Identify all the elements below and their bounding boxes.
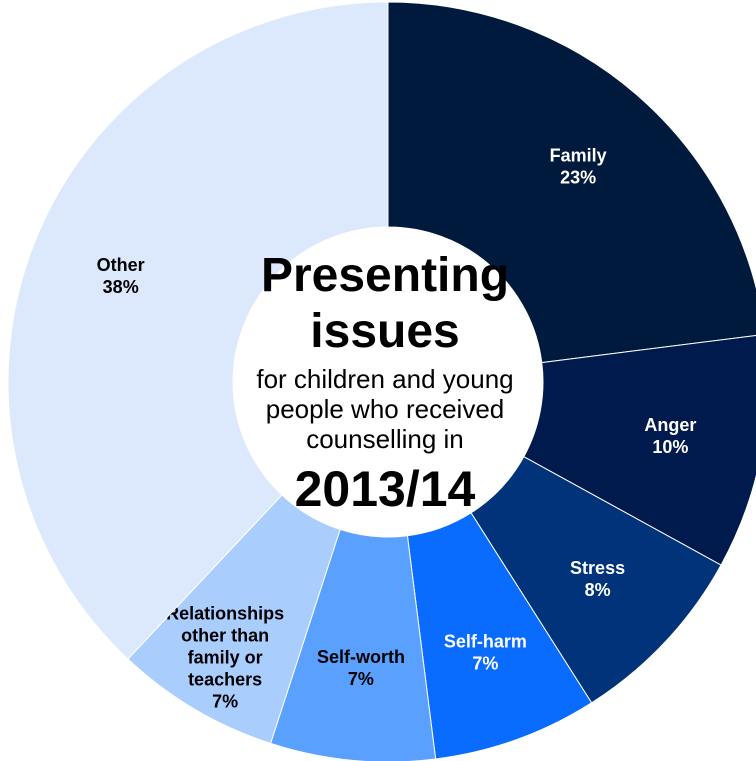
slice-label-relationships: Relationships other than family or teachers…	[166, 603, 284, 711]
center-title-block: Presenting issues for children and young…	[230, 248, 540, 538]
slice-label-anger: Anger 10%	[644, 415, 696, 457]
slice-label-self-harm: Self-harm 7%	[444, 632, 527, 674]
slice-label-stress: Stress 8%	[570, 558, 625, 600]
slice-label-other: Other 38%	[97, 255, 145, 297]
slice-label-family: Family 23%	[550, 145, 607, 187]
chart-title-line-1: Presenting	[260, 249, 510, 302]
chart-year: 2013/14	[294, 461, 476, 517]
chart-title-line-2: issues	[310, 305, 460, 358]
slice-label-self-worth: Self-worth 7%	[317, 647, 405, 689]
donut-hole	[233, 227, 543, 537]
chart-subtitle: for children and young people who receiv…	[256, 364, 514, 454]
